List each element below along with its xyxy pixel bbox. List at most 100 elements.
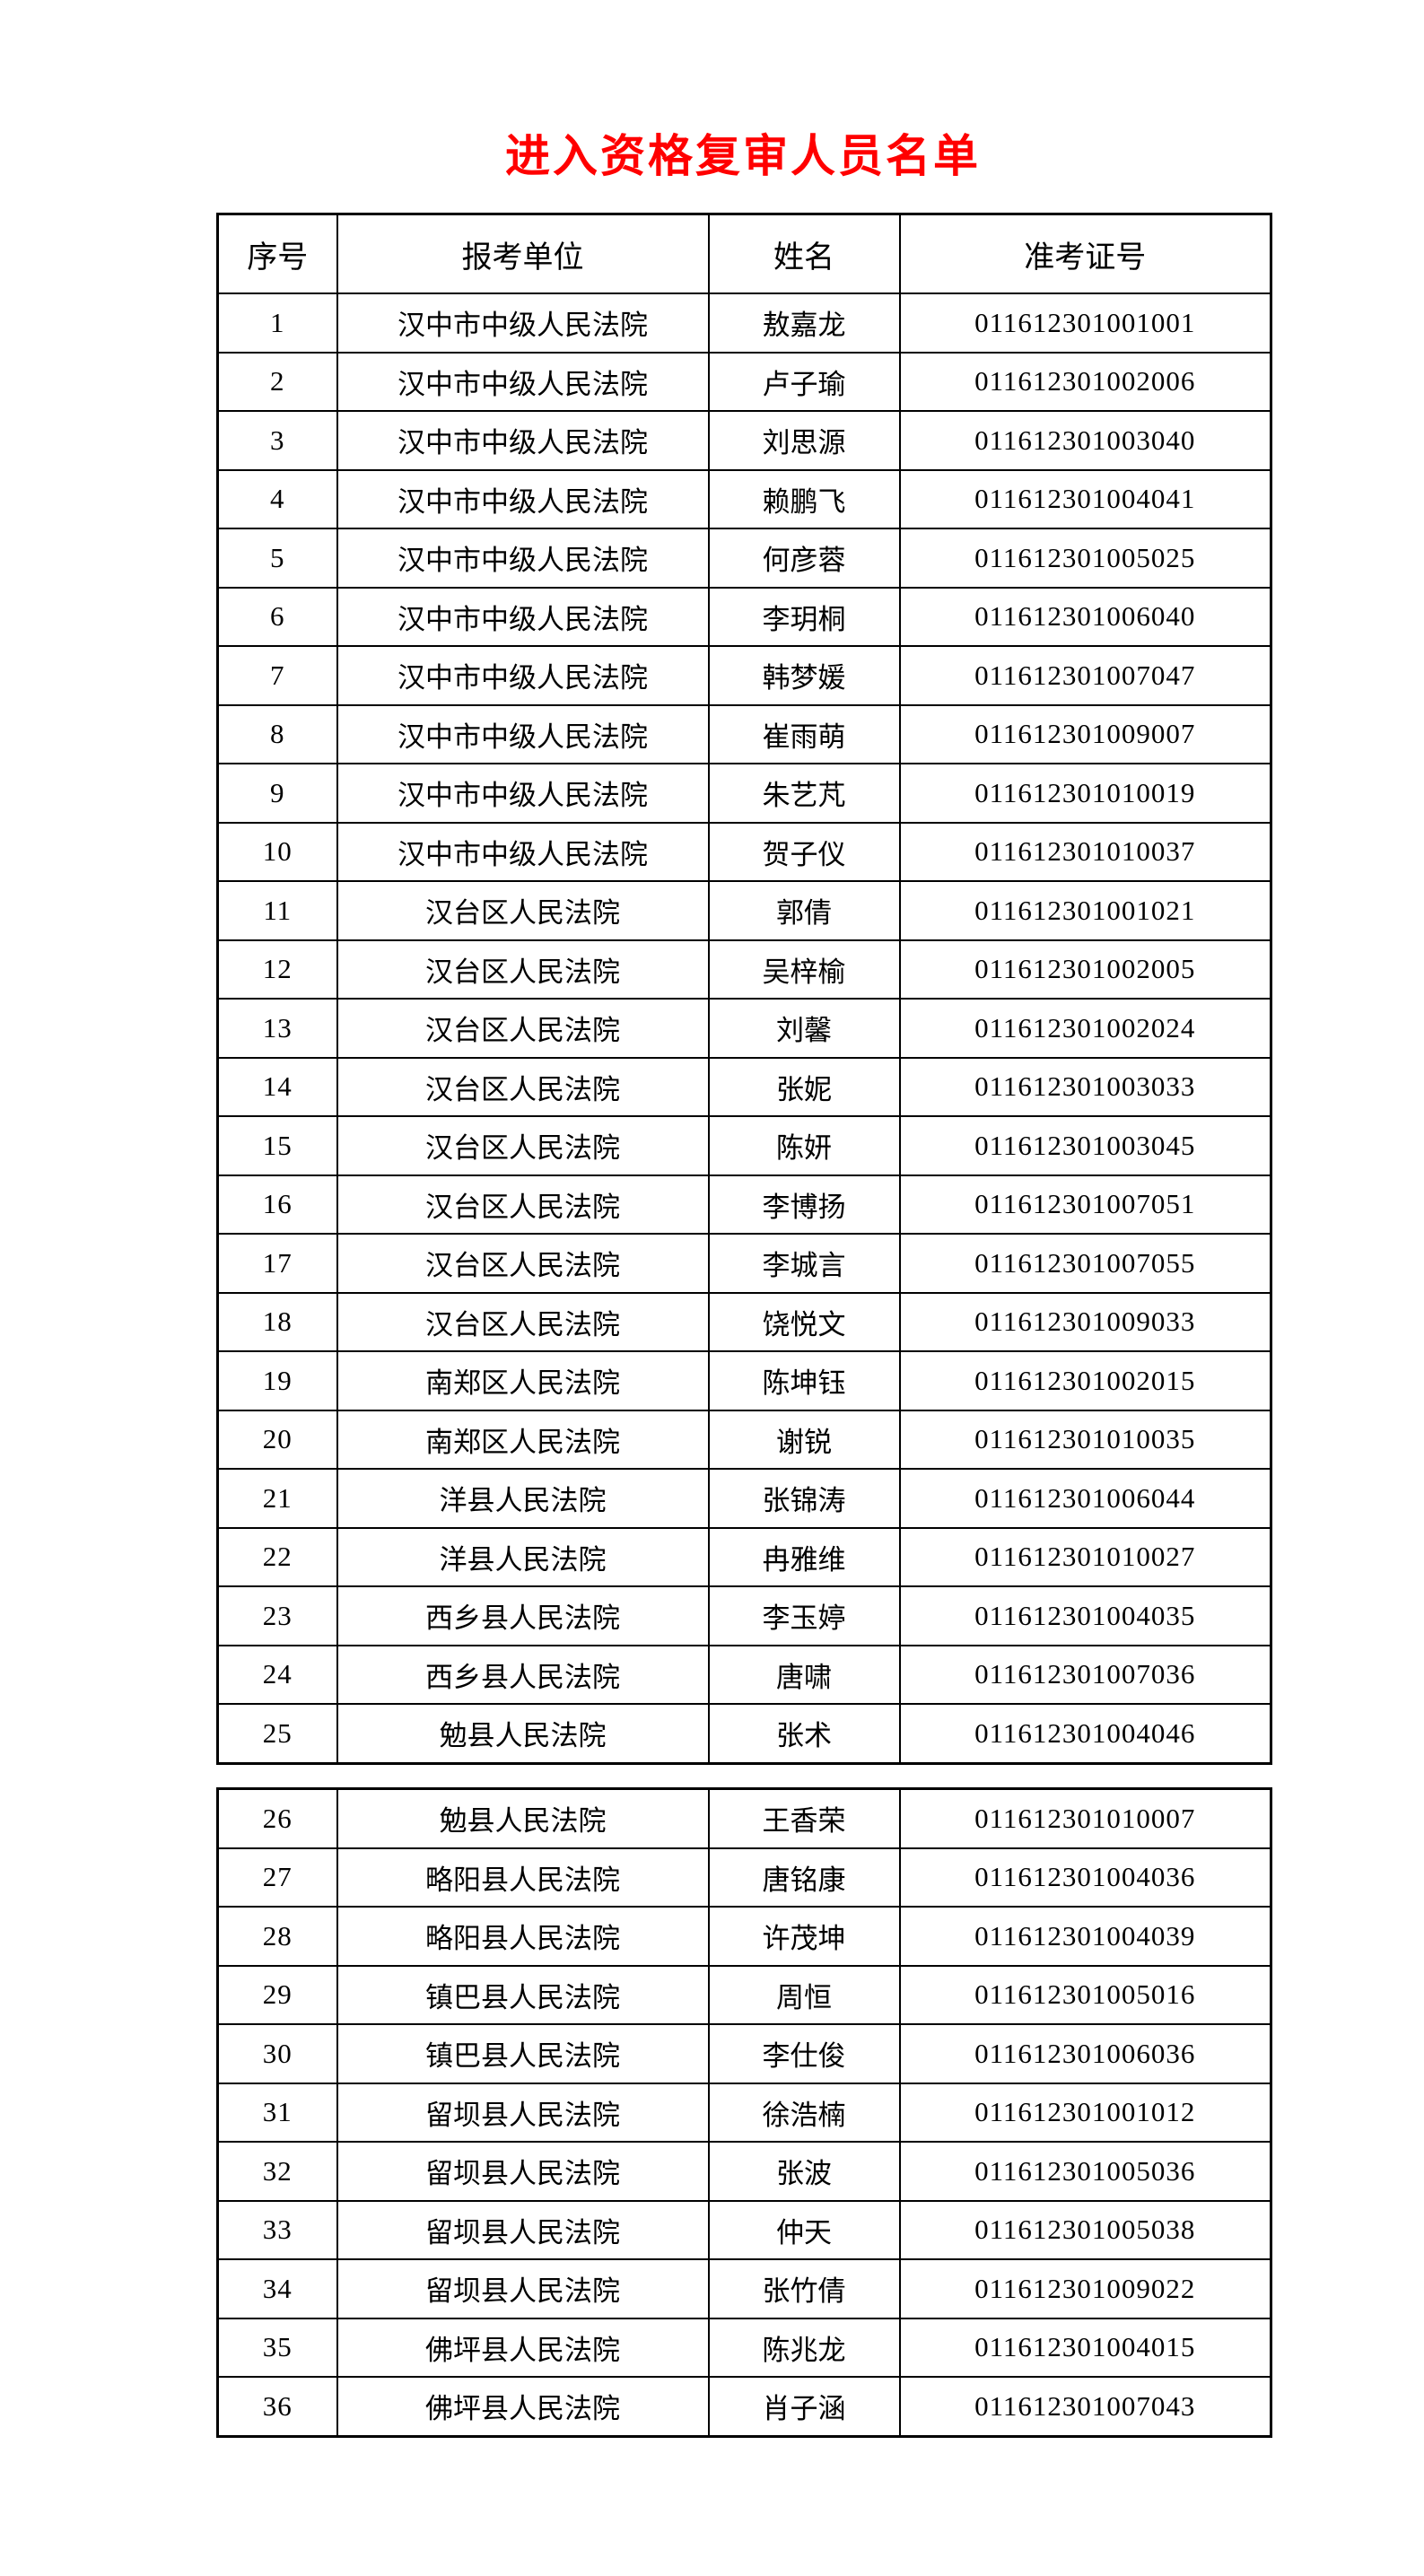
ticket-cell: 011612301010019: [898, 763, 1272, 824]
serial-cell: 1: [216, 293, 338, 354]
table-row: 15 汉台区人民法院 陈妍 011612301003045: [216, 1115, 1272, 1176]
unit-cell: 汉台区人民法院: [336, 1115, 710, 1176]
serial-cell: 23: [216, 1585, 338, 1646]
name-cell: 张波: [707, 2141, 901, 2202]
ticket-cell: 011612301004035: [898, 1585, 1272, 1646]
ticket-cell: 011612301007047: [898, 645, 1272, 706]
unit-cell: 西乡县人民法院: [336, 1585, 710, 1646]
table-row: 10 汉中市中级人民法院 贺子仪 011612301010037: [216, 821, 1272, 882]
unit-cell: 勉县人民法院: [336, 1703, 710, 1764]
column-header-serial: 序号: [216, 213, 338, 294]
unit-cell: 汉中市中级人民法院: [336, 821, 710, 882]
ticket-cell: 011612301004015: [898, 2317, 1272, 2378]
ticket-cell: 011612301007051: [898, 1174, 1272, 1235]
serial-cell: 11: [216, 880, 338, 941]
serial-cell: 32: [216, 2141, 338, 2202]
ticket-cell: 011612301004041: [898, 468, 1272, 529]
table-row: 13 汉台区人民法院 刘馨 011612301002024: [216, 998, 1272, 1059]
table-row: 22 洋县人民法院 冉雅维 011612301010027: [216, 1526, 1272, 1587]
unit-cell: 留坝县人民法院: [336, 2141, 710, 2202]
unit-cell: 略阳县人民法院: [336, 1847, 710, 1908]
name-cell: 肖子涵: [707, 2376, 901, 2437]
table-row: 2 汉中市中级人民法院 卢子瑜 011612301002006: [216, 351, 1272, 412]
serial-cell: 36: [216, 2376, 338, 2437]
unit-cell: 汉台区人民法院: [336, 880, 710, 941]
table-row: 9 汉中市中级人民法院 朱艺芃 011612301010019: [216, 763, 1272, 824]
ticket-cell: 011612301005025: [898, 528, 1272, 589]
unit-cell: 汉台区人民法院: [336, 998, 710, 1059]
name-cell: 张妮: [707, 1056, 901, 1117]
serial-cell: 33: [216, 2199, 338, 2260]
name-cell: 冉雅维: [707, 1526, 901, 1587]
name-cell: 贺子仪: [707, 821, 901, 882]
serial-cell: 17: [216, 1233, 338, 1294]
table-row: 7 汉中市中级人民法院 韩梦媛 011612301007047: [216, 645, 1272, 706]
unit-cell: 西乡县人民法院: [336, 1644, 710, 1705]
name-cell: 刘思源: [707, 410, 901, 471]
unit-cell: 汉中市中级人民法院: [336, 645, 710, 706]
name-cell: 吴梓榆: [707, 939, 901, 1000]
table-row: 18 汉台区人民法院 饶悦文 011612301009033: [216, 1291, 1272, 1352]
serial-cell: 13: [216, 998, 338, 1059]
name-cell: 唐铭康: [707, 1847, 901, 1908]
name-cell: 陈兆龙: [707, 2317, 901, 2378]
unit-cell: 洋县人民法院: [336, 1526, 710, 1587]
name-cell: 敖嘉龙: [707, 293, 901, 354]
unit-cell: 留坝县人民法院: [336, 2082, 710, 2143]
table-row: 6 汉中市中级人民法院 李玥桐 011612301006040: [216, 586, 1272, 647]
name-cell: 张锦涛: [707, 1468, 901, 1529]
unit-cell: 镇巴县人民法院: [336, 1964, 710, 2025]
ticket-cell: 011612301010035: [898, 1409, 1272, 1470]
ticket-cell: 011612301003045: [898, 1115, 1272, 1176]
table-row: 3 汉中市中级人民法院 刘思源 011612301003040: [216, 410, 1272, 471]
table-row: 21 洋县人民法院 张锦涛 011612301006044: [216, 1468, 1272, 1529]
unit-cell: 南郑区人民法院: [336, 1350, 710, 1411]
name-cell: 韩梦媛: [707, 645, 901, 706]
name-cell: 李玥桐: [707, 586, 901, 647]
unit-cell: 勉县人民法院: [336, 1787, 710, 1849]
ticket-cell: 011612301001001: [898, 293, 1272, 354]
unit-cell: 汉台区人民法院: [336, 939, 710, 1000]
name-cell: 刘馨: [707, 998, 901, 1059]
unit-cell: 汉中市中级人民法院: [336, 410, 710, 471]
table-row: 5 汉中市中级人民法院 何彦蓉 011612301005025: [216, 528, 1272, 589]
table-row: 1 汉中市中级人民法院 敖嘉龙 011612301001001: [216, 293, 1272, 354]
table-row: 14 汉台区人民法院 张妮 011612301003033: [216, 1056, 1272, 1117]
table-row: 24 西乡县人民法院 唐啸 011612301007036: [216, 1644, 1272, 1705]
table-row: 31 留坝县人民法院 徐浩楠 011612301001012: [216, 2082, 1272, 2143]
ticket-cell: 011612301005038: [898, 2199, 1272, 2260]
column-header-name: 姓名: [707, 213, 901, 294]
serial-cell: 31: [216, 2082, 338, 2143]
unit-cell: 汉台区人民法院: [336, 1174, 710, 1235]
column-header-unit: 报考单位: [336, 213, 710, 294]
name-cell: 李博扬: [707, 1174, 901, 1235]
serial-cell: 5: [216, 528, 338, 589]
table-row: 8 汉中市中级人民法院 崔雨萌 011612301009007: [216, 703, 1272, 764]
unit-cell: 镇巴县人民法院: [336, 2023, 710, 2084]
name-cell: 李仕俊: [707, 2023, 901, 2084]
name-cell: 王香荣: [707, 1787, 901, 1849]
table-row: 26 勉县人民法院 王香荣 011612301010007: [216, 1787, 1272, 1849]
name-cell: 陈妍: [707, 1115, 901, 1176]
table-row: 23 西乡县人民法院 李玉婷 011612301004035: [216, 1585, 1272, 1646]
name-cell: 卢子瑜: [707, 351, 901, 412]
table-row: 36 佛坪县人民法院 肖子涵 011612301007043: [216, 2376, 1272, 2437]
ticket-cell: 011612301009033: [898, 1291, 1272, 1352]
table-row: 25 勉县人民法院 张术 011612301004046: [216, 1703, 1272, 1764]
serial-cell: 35: [216, 2317, 338, 2378]
table-row: 30 镇巴县人民法院 李仕俊 011612301006036: [216, 2023, 1272, 2084]
table-row: 33 留坝县人民法院 仲天 011612301005038: [216, 2199, 1272, 2260]
serial-cell: 27: [216, 1847, 338, 1908]
serial-cell: 8: [216, 703, 338, 764]
table-row: 32 留坝县人民法院 张波 011612301005036: [216, 2141, 1272, 2202]
unit-cell: 汉台区人民法院: [336, 1233, 710, 1294]
roster-table-section-2: 26 勉县人民法院 王香荣 011612301010007 27 略阳县人民法院 唐铭康 01…: [216, 1787, 1272, 2438]
unit-cell: 略阳县人民法院: [336, 1906, 710, 1967]
roster-table-section-1: 序号 报考单位 姓名 准考证号 1 汉中市中级人民法院 敖嘉龙 01161230100…: [216, 213, 1272, 1765]
header-row: 序号 报考单位 姓名 准考证号: [216, 213, 1272, 294]
serial-cell: 9: [216, 763, 338, 824]
table-row: 12 汉台区人民法院 吴梓榆 011612301002005: [216, 939, 1272, 1000]
name-cell: 徐浩楠: [707, 2082, 901, 2143]
serial-cell: 10: [216, 821, 338, 882]
unit-cell: 汉中市中级人民法院: [336, 763, 710, 824]
